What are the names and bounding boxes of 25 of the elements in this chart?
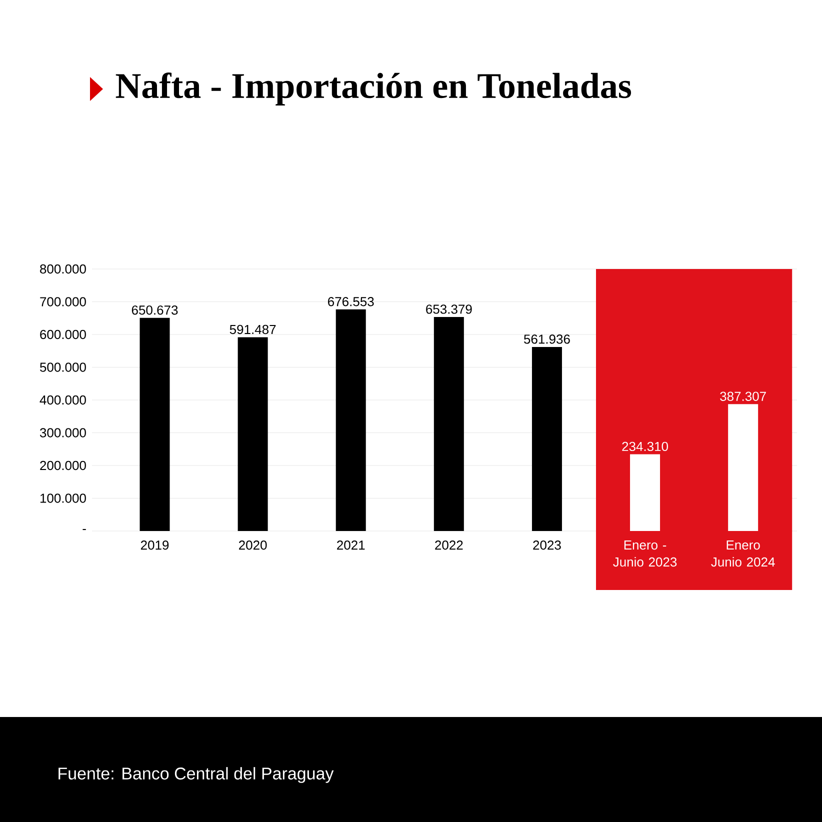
y-tick-label: -: [82, 529, 86, 530]
y-tick-label: 500.000: [40, 362, 86, 372]
x-tick-label: Enero Junio 2024: [711, 540, 775, 567]
data-label: 234.310: [622, 442, 668, 452]
y-tick-label: 600.000: [40, 330, 86, 340]
y-tick-label: 700.000: [40, 297, 86, 306]
data-label: 561.936: [524, 334, 570, 344]
y-tick-label: 400.000: [40, 395, 86, 405]
x-tick-label: 2019: [140, 540, 169, 550]
data-label: 653.379: [426, 304, 472, 314]
x-tick-label: Enero - Junio 2023: [613, 540, 677, 567]
y-tick-label: 800.000: [40, 264, 86, 274]
data-label: 650.673: [132, 305, 178, 315]
y-tick-label: 100.000: [40, 494, 86, 503]
data-label: 676.553: [328, 297, 374, 306]
source-note: Fuente: Banco Central del Paraguay: [58, 767, 334, 783]
data-label: 387.307: [720, 392, 766, 401]
x-tick-label: 2022: [435, 540, 463, 550]
y-tick-label: 300.000: [40, 428, 86, 438]
x-tick-label: 2021: [337, 540, 365, 550]
chart-title: Nafta - Importación en Toneladas: [116, 72, 632, 106]
x-tick-label: 2023: [533, 540, 561, 550]
x-tick-label: 2020: [239, 540, 267, 550]
y-tick-label: 200.000: [40, 460, 86, 470]
data-label: 591.487: [230, 324, 276, 334]
